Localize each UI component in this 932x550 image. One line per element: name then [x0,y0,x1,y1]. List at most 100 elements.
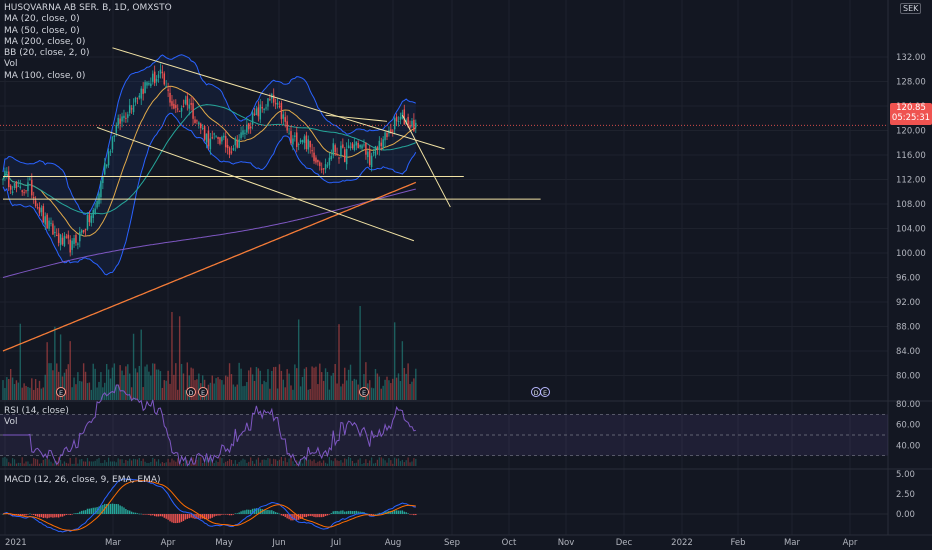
volume-bar-43 [84,371,87,400]
candle-body-36 [71,240,73,250]
macd-label[interactable]: MACD (12, 26, close, 9, EMA, EMA) [4,475,161,485]
rsi-label[interactable]: RSI (14, close) [4,406,69,416]
candle-130 [251,110,254,130]
macd-hist-122 [236,513,238,514]
earnings-marker-circle-3 [359,387,369,397]
volume-bar-93 [180,363,183,400]
rsi-vol-bar-75 [146,462,148,466]
volume-bar-53 [104,382,106,400]
macd-hist-97 [188,514,190,519]
candle-21 [42,203,45,224]
volume-bar-147 [284,387,286,400]
volume-bar-96 [186,362,189,400]
volume-bar-83 [161,387,164,400]
volume-bar-176 [340,386,342,400]
symbol-title[interactable]: HUSQVARNA AB SER. B, 1D, OMXSTO [4,3,172,13]
trendline-0 [112,47,445,150]
rsi-vol-label[interactable]: Vol [4,417,18,427]
candle-body-116 [224,136,227,148]
rsi-vol-bar-130 [252,460,254,466]
volume-bar-6 [13,384,16,400]
currency-badge[interactable]: SEK [900,3,922,14]
volume-bar-23 [46,342,48,400]
candle-body-120 [232,148,235,151]
time-tick-12: Feb [730,538,745,548]
rsi-vol-bar-188 [363,463,365,466]
rsi-vol-bar-31 [61,463,64,466]
candle-body-83 [161,71,164,73]
candle-body-133 [257,107,260,117]
volume-bar-183 [353,378,356,400]
rsi-vol-bar-136 [263,459,265,466]
candle-body-131 [253,113,256,115]
candle-body-24 [48,220,50,229]
volume-bar-47 [92,363,94,400]
candle-body-117 [226,145,229,149]
rsi-vol-bar-125 [242,458,244,466]
candle-8 [17,179,20,188]
rsi-vol-bar-32 [63,461,66,466]
rsi-vol-bar-8 [17,462,19,466]
macd-hist-59 [115,503,117,514]
rsi-vol-bar-20 [40,463,42,466]
rsi-vol-bar-26 [52,463,54,466]
earnings-marker-2: E [198,387,208,397]
volume-bar-48 [94,368,96,400]
macd-hist-193 [372,514,375,515]
macd-hist-115 [223,514,225,515]
macd-hist-163 [315,514,317,518]
candle-body-15 [31,179,33,196]
rsi-vol-bar-187 [361,463,363,466]
macd-hist-30 [59,514,62,517]
candle-170 [328,152,331,170]
candle-30 [59,233,62,251]
rsi-vol-bar-35 [69,457,71,466]
volume-bar-107 [207,384,210,400]
volume-bar-136 [263,380,265,400]
rsi-vol-bar-18 [36,459,39,466]
candle-body-142 [274,103,277,105]
volume-bar-128 [248,370,250,400]
candle-9 [19,179,22,190]
candle-body-87 [169,92,171,103]
legend-bb[interactable]: BB (20, close, 2, 0) [4,48,90,59]
candle-body-181 [349,146,352,148]
candle-body-79 [153,71,156,84]
candle-body-29 [57,233,60,243]
candle-body-173 [334,145,336,153]
candle-body-78 [152,73,154,82]
macd-hist-173 [334,510,336,514]
volume-bar-42 [82,363,85,400]
legend-ma200[interactable]: MA (200, close, 0) [4,36,86,47]
candle-body-107 [207,130,210,147]
candle-16 [32,191,35,204]
volume-bar-65 [127,364,129,400]
rsi-vol-bar-89 [173,460,175,466]
volume-bar-13 [27,386,29,400]
rsi-vol-bar-199 [384,460,386,466]
macd-hist-112 [217,514,219,516]
legend-ma20[interactable]: MA (20, close, 0) [4,14,80,25]
candle-body-137 [265,107,267,109]
macd-hist-177 [342,510,344,514]
candle-132 [255,105,258,116]
candle-body-162 [313,152,315,162]
volume-bar-194 [374,368,377,400]
macd-hist-83 [161,514,164,517]
rsi-vol-bar-30 [60,459,62,466]
volume-bar-197 [380,388,382,400]
candle-134 [259,99,262,124]
legend-ma50[interactable]: MA (50, close, 0) [4,25,80,36]
volume-bar-90 [175,363,177,400]
rsi-vol-bar-203 [392,463,394,466]
candle-195 [376,145,379,155]
rsi-vol-bar-62 [121,459,123,466]
last-price-label: 120.85 05:25:31 [890,103,932,125]
legend-vol[interactable]: Vol [4,59,18,70]
volume-bar-82 [159,371,162,400]
candle-body-154 [297,143,300,145]
candle-body-195 [376,146,379,149]
candle-body-102 [198,122,200,125]
legend-ma100[interactable]: MA (100, close, 0) [4,70,86,81]
